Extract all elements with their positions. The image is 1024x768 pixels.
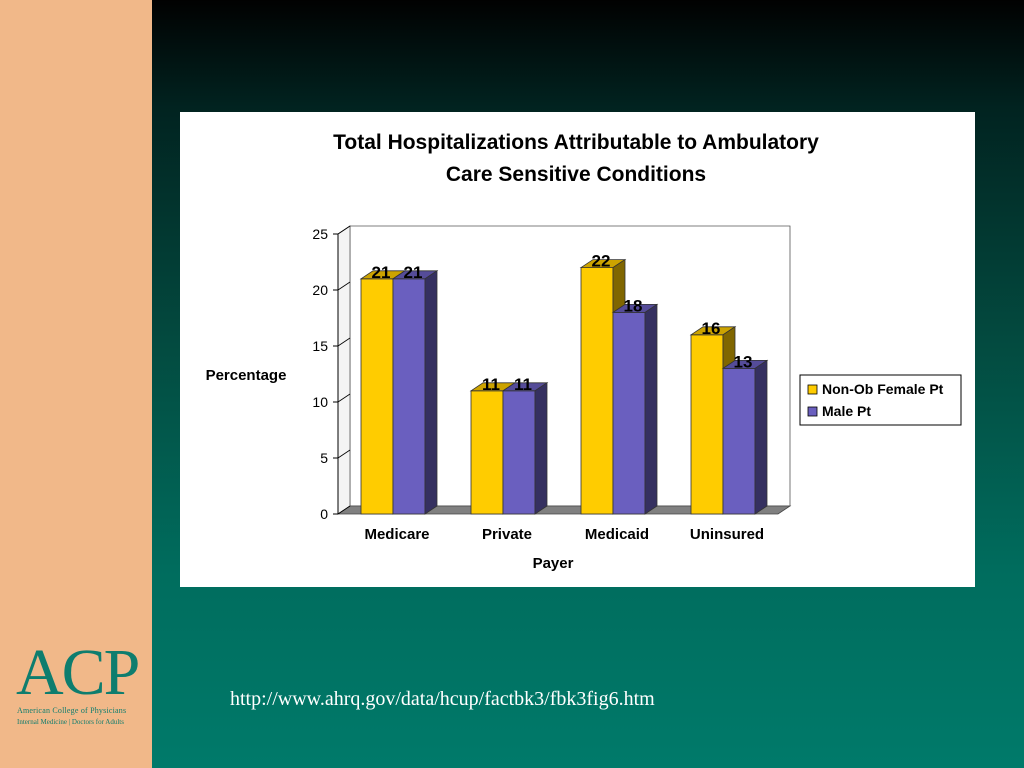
acp-logo-tagline: Internal Medicine | Doctors for Adults [17,718,124,726]
bar [392,278,426,515]
chart-title-line: Care Sensitive Conditions [446,163,706,186]
legend-label: Male Pt [822,403,871,419]
data-label: 21 [372,263,391,282]
plot-side-wall [337,225,351,515]
bar [612,311,646,515]
legend-swatch [807,406,818,417]
y-tick-label: 15 [312,338,328,354]
x-axis-title: Payer [533,555,574,572]
bar-side [534,382,548,515]
chart-panel: Total Hospitalizations Attributable to A… [180,112,975,587]
y-tick-label: 0 [320,506,328,522]
y-tick-label: 10 [312,394,328,410]
bar [502,390,536,515]
y-tick-depth [337,337,351,347]
data-label: 22 [592,252,611,271]
y-tick-label: 5 [320,450,328,466]
acp-logo: ACP [16,636,140,709]
bar-side [754,359,768,515]
acp-logo-org-name: American College of Physicians [17,706,127,715]
data-label: 18 [624,296,643,315]
bar-side [424,270,438,515]
x-tick-label: Uninsured [690,526,764,543]
y-axis-title: Percentage [206,367,287,384]
y-tick-label: 20 [312,282,328,298]
data-label: 13 [734,352,753,371]
data-label: 11 [482,375,500,394]
y-tick-depth [337,505,351,515]
x-tick-label: Medicaid [585,526,649,543]
bar [690,334,724,515]
bar [360,278,394,515]
y-tick-depth [337,281,351,291]
x-tick-label: Medicare [364,526,429,543]
data-label: 11 [514,375,532,394]
bar [722,367,756,515]
legend-box [799,374,962,426]
y-tick-depth [337,449,351,459]
legend-swatch [807,384,818,395]
data-label: 21 [404,263,423,282]
sidebar-panel: ACP American College of Physicians Inter… [0,0,152,768]
data-label: 16 [702,319,721,338]
legend-label: Non-Ob Female Pt [822,381,944,397]
y-tick-depth [337,225,351,235]
bar [580,267,614,515]
y-tick-label: 25 [312,226,328,242]
y-tick-depth [337,393,351,403]
bar-side [644,303,658,515]
x-tick-label: Private [482,526,532,543]
bar-chart: Total Hospitalizations Attributable to A… [206,131,962,572]
chart-title-line: Total Hospitalizations Attributable to A… [333,131,819,154]
bar [470,390,504,515]
source-url-link[interactable]: http://www.ahrq.gov/data/hcup/factbk3/fb… [230,688,655,710]
